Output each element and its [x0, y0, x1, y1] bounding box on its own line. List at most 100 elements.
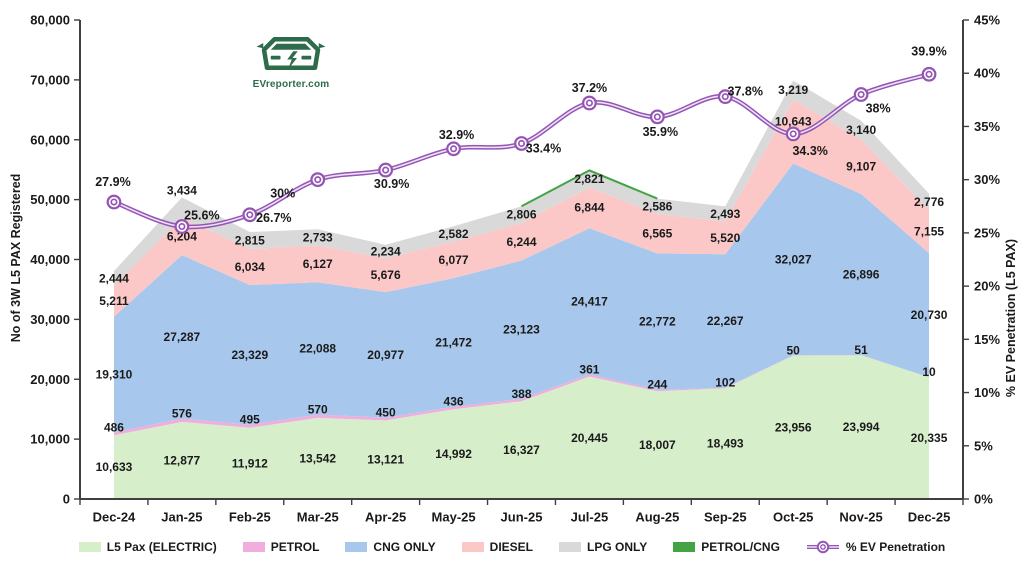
data-label: 2,582 — [439, 227, 469, 241]
penetration-label: 38% — [866, 102, 891, 116]
x-tick-label: Aug-25 — [635, 510, 679, 525]
stacked-areas — [114, 80, 929, 499]
petrol-cng-sliver — [521, 169, 658, 208]
legend-swatch — [559, 542, 581, 552]
ev-car-icon — [256, 37, 326, 70]
data-label: 2,234 — [371, 244, 401, 258]
data-label: 2,776 — [914, 195, 944, 209]
x-tick-label: Sep-25 — [704, 510, 747, 525]
penetration-label: 35.9% — [643, 125, 678, 139]
y-right-tick-label: 25% — [974, 225, 1000, 240]
x-tick-label: Dec-25 — [908, 510, 951, 525]
data-label: 5,211 — [99, 294, 129, 308]
y-right-tick-label: 30% — [974, 172, 1000, 187]
y-right-tick-label: 10% — [974, 385, 1000, 400]
penetration-label: 32.9% — [439, 128, 474, 142]
data-label: 570 — [308, 403, 328, 417]
data-label: 50 — [787, 343, 801, 357]
x-tick-label: Jan-25 — [161, 510, 202, 525]
legend-item-lpg-only: LPG ONLY — [559, 540, 647, 554]
data-label: 14,992 — [435, 447, 472, 461]
legend-label: PETROL — [270, 540, 320, 554]
data-label: 51 — [854, 343, 868, 357]
y-right-tick-label: 45% — [974, 13, 1000, 28]
legend-label: DIESEL — [489, 540, 533, 554]
y-left-tick-label: 50,000 — [30, 192, 70, 207]
y-left-tick-label: 60,000 — [30, 132, 70, 147]
legend-line-swatch — [806, 540, 839, 554]
chart-legend: L5 Pax (ELECTRIC) PETROL CNG ONLY DIESEL LPG… — [0, 540, 1024, 554]
data-label: 12,877 — [164, 453, 201, 467]
x-tick-label: Jun-25 — [501, 510, 543, 525]
data-label: 495 — [240, 413, 260, 427]
data-label: 5,676 — [371, 268, 401, 282]
data-label: 3,219 — [778, 83, 808, 97]
data-label: 388 — [511, 387, 531, 401]
data-label: 6,204 — [167, 229, 197, 243]
legend-swatch — [345, 542, 368, 552]
data-label: 6,127 — [303, 257, 333, 271]
y-left-tick-label: 10,000 — [30, 432, 70, 447]
x-tick-label: May-25 — [432, 510, 476, 525]
legend-item-l5-pax-electric-: L5 Pax (ELECTRIC) — [78, 540, 217, 554]
axis-tick-labels: 0 10,000 20,000 30,000 40,000 50,000 60,000 70,… — [9, 13, 1018, 525]
y-left-tick-label: 20,000 — [30, 372, 70, 387]
x-tick-label: Nov-25 — [839, 510, 882, 525]
data-label: 5,520 — [710, 231, 740, 245]
y-left-axis-title: No of 3W L5 PAX Registered — [9, 174, 23, 343]
penetration-label: 34.3% — [792, 144, 827, 158]
data-label: 2,586 — [642, 199, 672, 213]
penetration-label: 26.7% — [256, 211, 291, 225]
data-label: 436 — [444, 395, 464, 409]
y-right-tick-label: 5% — [974, 438, 993, 453]
data-label: 6,565 — [642, 227, 672, 241]
logo-text: EVreporter.com — [252, 79, 330, 90]
legend-label: L5 Pax (ELECTRIC) — [106, 540, 217, 554]
y-right-tick-label: 40% — [974, 66, 1000, 81]
data-label: 32,027 — [775, 252, 812, 266]
data-label: 450 — [376, 406, 396, 420]
penetration-label: 25.6% — [184, 209, 219, 223]
data-label: 23,329 — [231, 348, 268, 362]
data-label: 23,123 — [503, 323, 540, 337]
data-label: 20,445 — [571, 431, 608, 445]
data-label: 576 — [172, 406, 192, 420]
data-label: 24,417 — [571, 294, 608, 308]
data-label: 22,772 — [639, 315, 676, 329]
data-label: 10 — [922, 365, 936, 379]
data-label: 6,244 — [506, 235, 536, 249]
data-label: 2,444 — [99, 271, 129, 285]
data-label: 6,077 — [439, 253, 469, 267]
data-label: 3,140 — [846, 123, 876, 137]
data-label: 2,806 — [506, 208, 536, 222]
legend-label: % EV Penetration — [845, 540, 946, 554]
data-label: 22,088 — [299, 341, 336, 355]
data-label: 20,730 — [911, 308, 948, 322]
data-label: 6,844 — [574, 201, 604, 215]
data-label: 244 — [647, 378, 667, 392]
data-label: 9,107 — [846, 160, 876, 174]
penetration-label: 30% — [270, 187, 295, 201]
data-label: 23,956 — [775, 420, 812, 434]
data-label: 21,472 — [435, 335, 472, 349]
y-left-tick-label: 40,000 — [30, 252, 70, 267]
area-l5-pax-electric- — [114, 355, 929, 499]
legend-item-petrol-cng: PETROL/CNG — [673, 540, 780, 554]
area-diesel — [114, 99, 929, 317]
penetration-label: 37.2% — [572, 81, 607, 95]
x-tick-label: Oct-25 — [773, 510, 813, 525]
penetration-label: 37.8% — [728, 85, 763, 99]
data-label: 10,633 — [96, 460, 133, 474]
x-tick-label: Jul-25 — [571, 510, 609, 525]
penetration-label: 30.9% — [374, 177, 409, 191]
y-left-tick-label: 80,000 — [30, 13, 70, 28]
data-label: 2,733 — [303, 230, 333, 244]
area-petrol — [114, 355, 929, 436]
data-label: 20,977 — [367, 348, 404, 362]
data-label: 102 — [715, 376, 735, 390]
data-label: 16,327 — [503, 443, 540, 457]
axis-ticks — [74, 19, 969, 505]
legend-label: CNG ONLY — [373, 540, 436, 554]
data-label: 10,643 — [775, 115, 812, 129]
